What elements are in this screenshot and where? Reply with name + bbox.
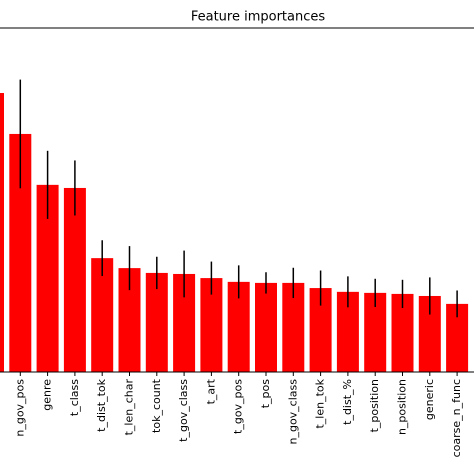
x-tick-label: t_art [204, 378, 217, 404]
x-tick-label: t_dist_% [341, 379, 354, 425]
bar [227, 281, 250, 372]
x-tick-label: coarse_n_func [450, 379, 463, 457]
x-tick-label: genre [41, 379, 54, 411]
bar [36, 184, 59, 372]
bar [9, 133, 32, 372]
bar [0, 93, 4, 373]
x-tick-label: tok_count [150, 378, 163, 433]
x-tick-label: t_position [368, 379, 381, 432]
bar [418, 295, 441, 372]
x-tick-label: t_gov_pos [232, 379, 245, 434]
x-tick-label: n_position [396, 379, 409, 435]
bar [282, 282, 305, 372]
bar [446, 303, 469, 372]
chart-title: Feature importances [191, 10, 326, 25]
x-tick-label: generic [423, 379, 436, 420]
bar [63, 187, 86, 372]
bar [391, 293, 414, 372]
x-tick-label: t_gov_class [177, 379, 190, 442]
bar [255, 282, 277, 372]
x-tick-label: t_class [68, 379, 81, 416]
bar [309, 288, 332, 372]
x-tick-label: t_pos [259, 379, 272, 409]
x-tick-label: t_dist_tok [95, 378, 108, 431]
bar [336, 291, 359, 372]
x-tick-label: n_gov_class [286, 379, 299, 445]
bar [173, 273, 196, 372]
x-tick-label: t_len_tok [314, 378, 327, 428]
bar [364, 292, 387, 372]
bar [200, 278, 223, 372]
x-tick-label: t_len_char [123, 379, 136, 436]
bar [91, 258, 114, 372]
bar [145, 272, 168, 372]
x-tick-label: n_gov_pos [13, 379, 26, 437]
bar [118, 268, 141, 372]
